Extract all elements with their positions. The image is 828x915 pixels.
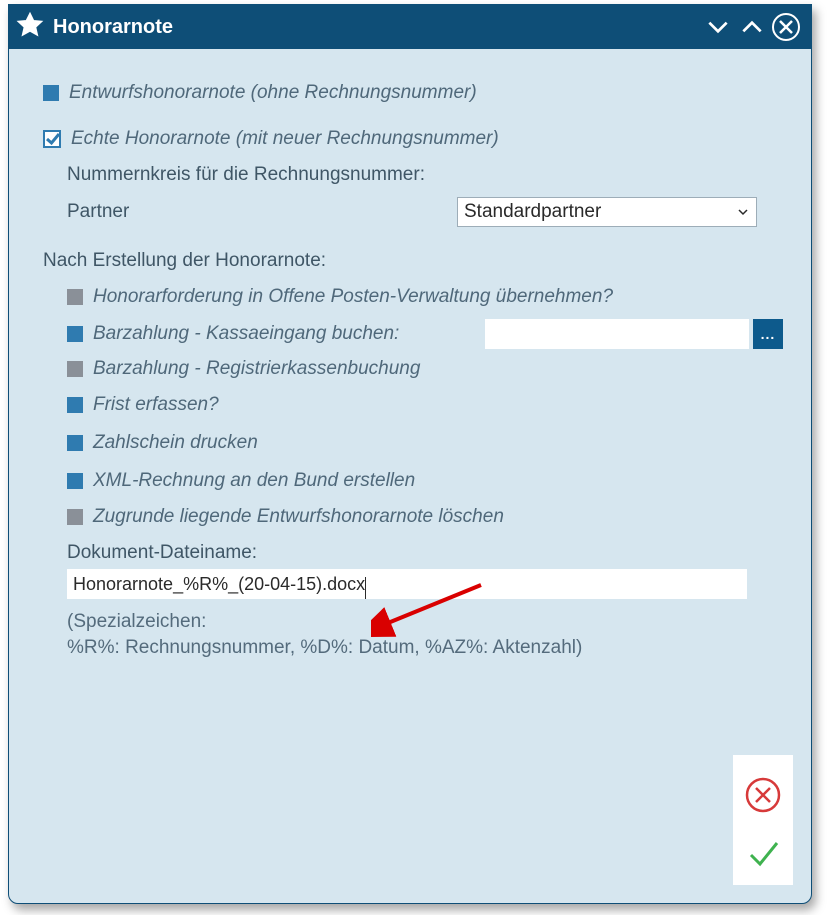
partner-select-value: Standardpartner [464,201,601,223]
option-xml-label: XML-Rechnung an den Bund erstellen [93,467,415,495]
option-real-label: Echte Honorarnote (mit neuer Rechnungsnu… [71,125,499,153]
after-creation-heading: Nach Erstellung der Honorarnote: [43,247,783,275]
option-frist[interactable]: Frist erfassen? [67,391,783,419]
checkbox-icon [67,289,83,305]
option-delete-draft-label: Zugrunde liegende Entwurfshonorarnote lö… [93,503,504,531]
filename-label: Dokument-Dateiname: [67,539,257,567]
move-down-button[interactable] [701,10,735,44]
checkbox-icon [67,361,83,377]
filename-input[interactable]: Honorarnote_%R%_(20-04-15).docx [67,569,747,599]
partner-select[interactable]: Standardpartner [457,197,757,227]
checkbox-icon [67,473,83,489]
option-frist-label: Frist erfassen? [93,391,219,419]
kassa-browse-button[interactable]: ... [753,319,783,349]
dialog-title: Honorarnote [53,16,701,39]
close-button[interactable] [769,10,803,44]
option-op[interactable]: Honorarforderung in Offene Posten-Verwal… [67,283,783,311]
option-real[interactable]: Echte Honorarnote (mit neuer Rechnungsnu… [43,125,783,153]
checkbox-checked-icon [43,130,61,148]
checkbox-icon[interactable] [67,326,83,342]
titlebar: Honorarnote [9,5,811,49]
dialog-content: Entwurfshonorarnote (ohne Rechnungsnumme… [9,49,811,673]
checkbox-icon [67,435,83,451]
hint-text: (Spezialzeichen: %R%: Rechnungsnummer, %… [67,609,783,661]
footer-buttons [733,755,793,885]
checkbox-icon [67,509,83,525]
partner-label: Partner [67,201,457,223]
option-zahlschein-label: Zahlschein drucken [93,429,258,457]
kassa-input[interactable] [485,319,749,349]
filename-label-row: Dokument-Dateiname: [67,539,783,567]
honorarnote-dialog: Honorarnote Entwurfshonorarnote (ohne Re… [8,4,812,904]
checkbox-icon [67,397,83,413]
option-zahlschein[interactable]: Zahlschein drucken [67,429,783,457]
partner-row: Partner Standardpartner [67,197,783,227]
cancel-button[interactable] [743,775,783,815]
number-circle-row: Nummernkreis für die Rechnungsnummer: [67,161,783,189]
option-op-label: Honorarforderung in Offene Posten-Verwal… [93,283,613,311]
option-regkasse-label: Barzahlung - Registrierkassenbuchung [93,355,420,383]
chevron-down-icon [734,198,752,226]
number-circle-label: Nummernkreis für die Rechnungsnummer: [67,161,425,189]
star-icon [15,10,45,45]
option-regkasse[interactable]: Barzahlung - Registrierkassenbuchung [67,355,783,383]
option-delete-draft[interactable]: Zugrunde liegende Entwurfshonorarnote lö… [67,503,783,531]
move-up-button[interactable] [735,10,769,44]
option-barzahlung: Barzahlung - Kassaeingang buchen: ... [67,319,783,349]
option-barzahlung-label: Barzahlung - Kassaeingang buchen: [93,319,399,349]
checkbox-icon [43,85,59,101]
option-draft-label: Entwurfshonorarnote (ohne Rechnungsnumme… [69,79,477,107]
option-xml[interactable]: XML-Rechnung an den Bund erstellen [67,467,783,495]
option-draft[interactable]: Entwurfshonorarnote (ohne Rechnungsnumme… [43,79,783,107]
confirm-button[interactable] [743,833,783,873]
filename-value: Honorarnote_%R%_(20-04-15).docx [73,574,365,594]
